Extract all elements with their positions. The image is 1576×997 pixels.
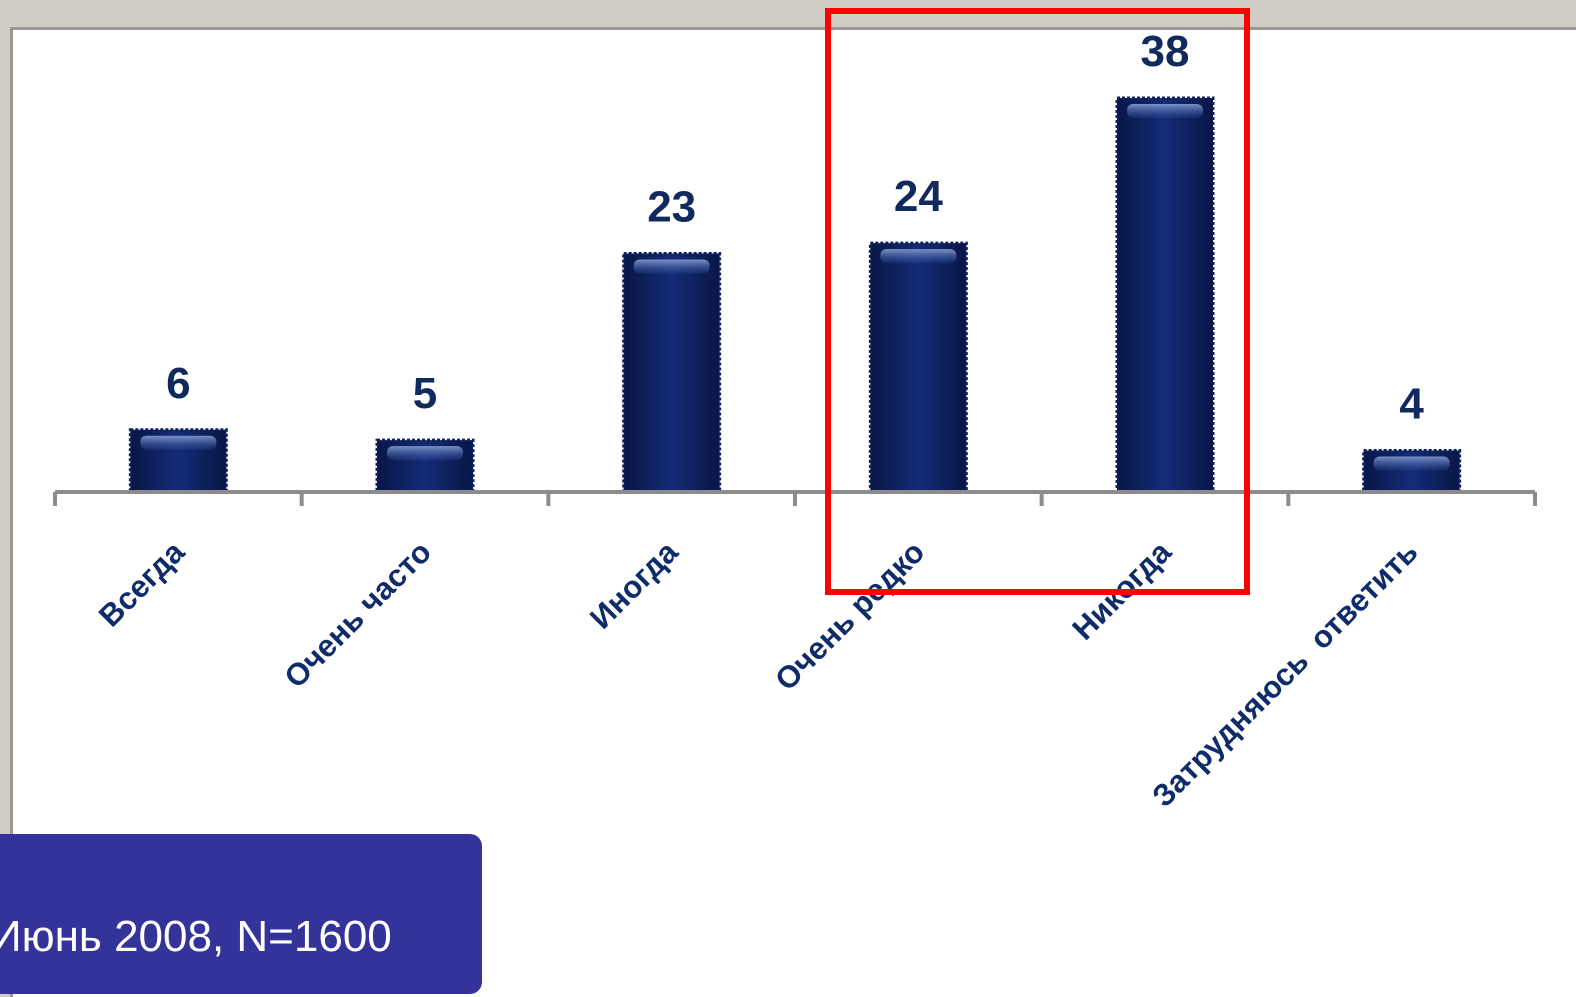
x-axis bbox=[53, 490, 1537, 506]
bar bbox=[622, 252, 722, 494]
bar bbox=[1115, 96, 1215, 494]
category-label: Очень редко bbox=[768, 534, 931, 697]
bar-value-label: 5 bbox=[413, 369, 437, 418]
highlight-box bbox=[825, 8, 1250, 595]
bar-body bbox=[868, 241, 968, 494]
bar-body bbox=[622, 252, 722, 494]
source-box bbox=[0, 834, 482, 994]
category-label: Всегда bbox=[92, 534, 192, 634]
category-label: Затрудняюсь ответить bbox=[1145, 534, 1424, 813]
bar bbox=[128, 428, 228, 494]
bar-value-label: 4 bbox=[1399, 380, 1424, 429]
value-labels: 6 5 23 24 38 4 bbox=[166, 27, 1424, 429]
bar-shine bbox=[880, 249, 957, 264]
bar-shine bbox=[1373, 456, 1450, 471]
bar-shine bbox=[387, 446, 463, 461]
bar-value-label: 23 bbox=[647, 183, 696, 232]
bar-value-label: 24 bbox=[894, 172, 943, 221]
category-labels: Всегда Очень часто Иногда Очень редко Никогд… bbox=[92, 534, 1425, 814]
bar-chart: 6 5 23 24 38 4 Всегда Очень часто Иногда Очень р… bbox=[53, 8, 1537, 814]
category-label: Очень часто bbox=[277, 534, 437, 694]
bar bbox=[868, 241, 968, 494]
bar-value-label: 6 bbox=[166, 359, 190, 408]
bar-shine bbox=[140, 435, 217, 450]
bar bbox=[375, 438, 475, 494]
bar-value-label: 38 bbox=[1141, 27, 1190, 76]
bar-shine bbox=[633, 259, 710, 274]
bar-body bbox=[1115, 96, 1215, 494]
bars-layer bbox=[128, 96, 1462, 494]
source-note: Июнь 2008, N=1600 bbox=[0, 912, 392, 961]
bar-shine bbox=[1127, 104, 1203, 118]
bar bbox=[1362, 449, 1462, 494]
category-label: Иногда bbox=[583, 534, 685, 636]
